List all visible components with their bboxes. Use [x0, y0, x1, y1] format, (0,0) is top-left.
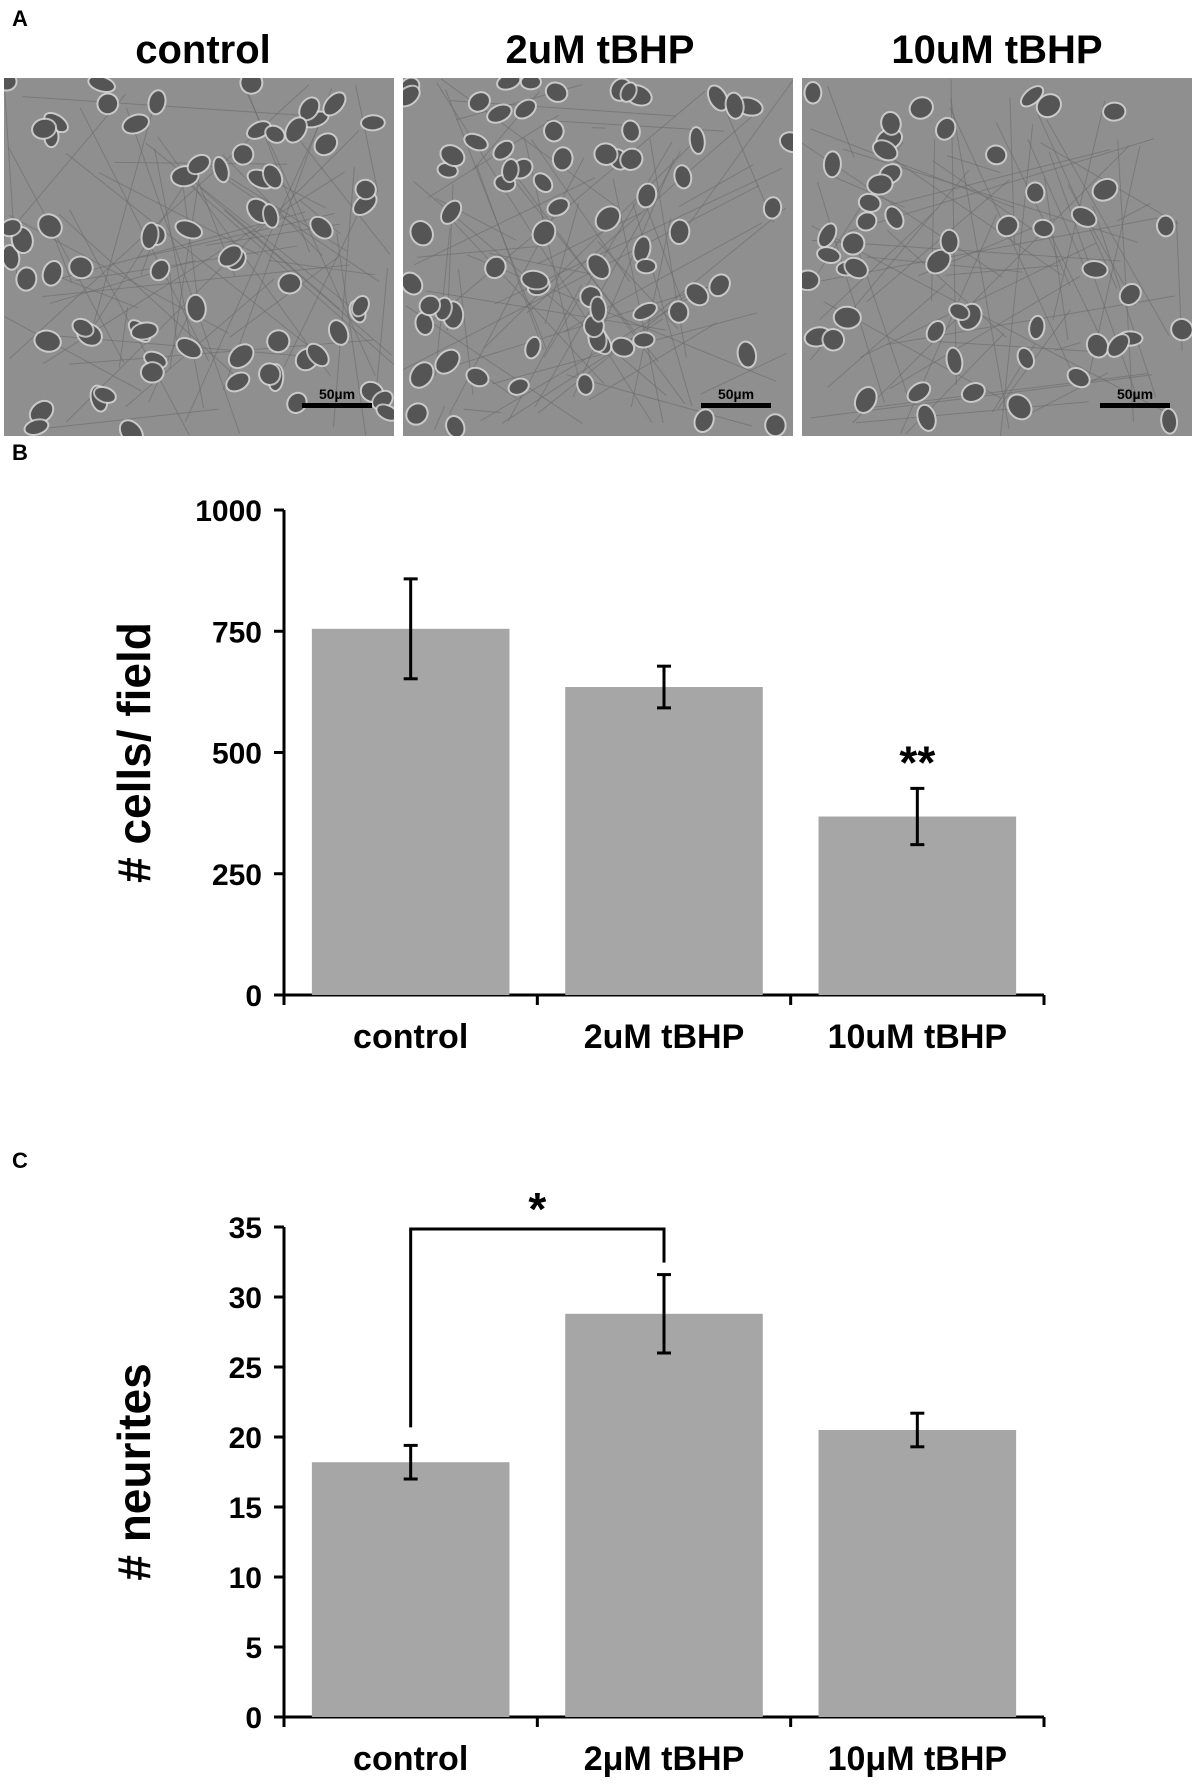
bar	[565, 687, 763, 995]
micrograph-control: 50µm	[4, 78, 394, 436]
y-tick-label: 1000	[195, 495, 262, 528]
scale-bar-label: 50µm	[318, 386, 356, 402]
panel-letter-c: C	[12, 1148, 28, 1173]
significance-marker: **	[899, 736, 935, 788]
x-category-label: control	[353, 1018, 468, 1056]
scale-bar	[701, 403, 771, 408]
y-tick-label: 750	[212, 616, 262, 649]
micrograph-title-control: control	[135, 28, 271, 72]
bar	[311, 628, 510, 995]
y-tick-label: 30	[229, 1282, 262, 1315]
bar	[565, 1313, 763, 1717]
significance-bracket	[409, 1227, 666, 1428]
y-tick-label: 15	[229, 1492, 262, 1525]
scale-bar	[1100, 403, 1170, 408]
bar	[311, 1462, 510, 1717]
x-category-label: 2uM tBHP	[584, 1018, 745, 1056]
micrograph-title-2um: 2uM tBHP	[505, 28, 695, 72]
x-category-label: 10μM tBHP	[828, 1740, 1008, 1778]
y-tick-label: 35	[229, 1212, 262, 1245]
x-category-label: 2μM tBHP	[584, 1740, 745, 1778]
y-tick-label: 500	[212, 738, 262, 771]
y-tick-label: 0	[245, 980, 262, 1013]
y-tick-label: 25	[229, 1352, 262, 1385]
panel-letter-a: A	[12, 6, 28, 31]
scale-bar-label: 50µm	[1116, 386, 1154, 402]
micrograph-10um: 50µm	[802, 78, 1192, 436]
panel-letter-b: B	[12, 440, 28, 465]
y-axis-label: # cells/ field	[108, 622, 160, 883]
x-category-label: control	[353, 1740, 468, 1778]
y-tick-label: 250	[212, 859, 262, 892]
scale-bar	[302, 403, 372, 408]
y-tick-label: 20	[229, 1422, 262, 1455]
y-axis-label: # neurites	[108, 1363, 160, 1580]
y-tick-label: 0	[245, 1702, 262, 1735]
micrograph-2um: 50µm	[403, 78, 793, 436]
significance-marker: *	[528, 1183, 546, 1235]
scale-bar-label: 50µm	[717, 386, 755, 402]
x-category-label: 10uM tBHP	[828, 1018, 1007, 1056]
bar	[818, 1430, 1017, 1717]
bar	[818, 816, 1017, 995]
y-tick-label: 10	[229, 1562, 262, 1595]
micrograph-title-10um: 10uM tBHP	[891, 28, 1103, 72]
y-tick-label: 5	[245, 1632, 262, 1665]
